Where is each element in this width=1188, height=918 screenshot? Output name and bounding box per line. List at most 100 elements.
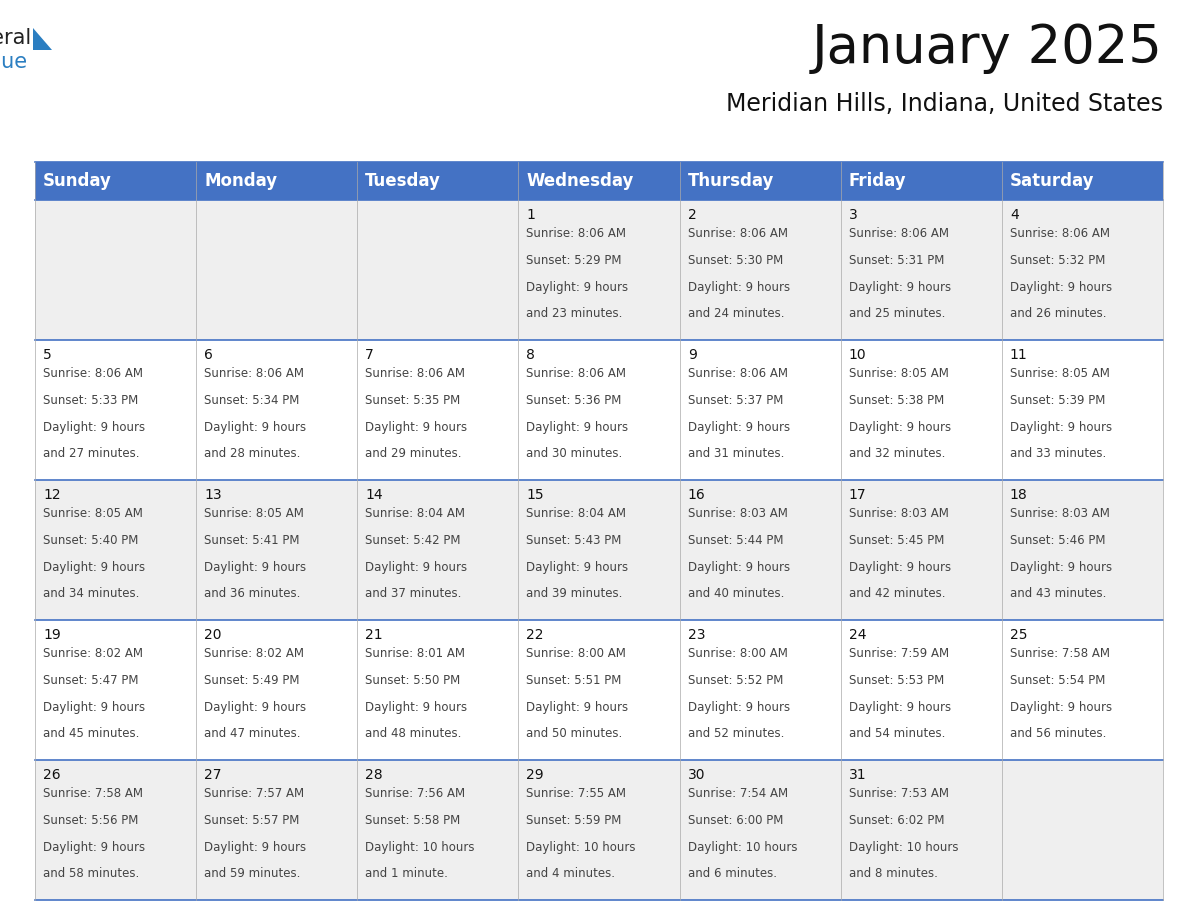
- Text: Sunrise: 8:06 AM: Sunrise: 8:06 AM: [848, 227, 949, 240]
- Text: 31: 31: [848, 768, 866, 782]
- Text: Sunrise: 8:02 AM: Sunrise: 8:02 AM: [43, 647, 143, 660]
- Text: and 40 minutes.: and 40 minutes.: [688, 588, 784, 600]
- Text: Daylight: 10 hours: Daylight: 10 hours: [366, 841, 475, 854]
- Text: Sunrise: 7:57 AM: Sunrise: 7:57 AM: [204, 787, 304, 800]
- Text: Sunset: 5:45 PM: Sunset: 5:45 PM: [848, 533, 944, 547]
- Text: Daylight: 9 hours: Daylight: 9 hours: [848, 281, 950, 294]
- Text: Daylight: 9 hours: Daylight: 9 hours: [1010, 420, 1112, 433]
- Bar: [518, 480, 680, 620]
- Bar: [680, 480, 841, 620]
- Bar: [680, 162, 841, 200]
- Text: Daylight: 10 hours: Daylight: 10 hours: [688, 841, 797, 854]
- Text: Sunrise: 7:56 AM: Sunrise: 7:56 AM: [366, 787, 466, 800]
- Text: and 30 minutes.: and 30 minutes.: [526, 447, 623, 460]
- Bar: [34, 480, 196, 620]
- Text: 21: 21: [366, 629, 383, 643]
- Bar: [841, 200, 1001, 340]
- Bar: [1001, 162, 1163, 200]
- Text: Thursday: Thursday: [688, 172, 775, 190]
- Text: Daylight: 9 hours: Daylight: 9 hours: [688, 561, 790, 574]
- Bar: [358, 200, 518, 340]
- Text: Sunset: 5:53 PM: Sunset: 5:53 PM: [848, 674, 944, 687]
- Text: Daylight: 9 hours: Daylight: 9 hours: [526, 420, 628, 433]
- Text: Sunset: 5:42 PM: Sunset: 5:42 PM: [366, 533, 461, 547]
- Text: Sunrise: 8:06 AM: Sunrise: 8:06 AM: [688, 367, 788, 380]
- Text: Sunrise: 8:05 AM: Sunrise: 8:05 AM: [43, 507, 143, 520]
- Text: Sunset: 5:40 PM: Sunset: 5:40 PM: [43, 533, 139, 547]
- Text: Sunset: 5:52 PM: Sunset: 5:52 PM: [688, 674, 783, 687]
- Text: Sunset: 5:36 PM: Sunset: 5:36 PM: [526, 394, 621, 407]
- Text: 1: 1: [526, 208, 536, 222]
- Text: 15: 15: [526, 488, 544, 502]
- Text: Sunset: 5:46 PM: Sunset: 5:46 PM: [1010, 533, 1105, 547]
- Text: and 59 minutes.: and 59 minutes.: [204, 868, 301, 880]
- Text: Sunset: 5:50 PM: Sunset: 5:50 PM: [366, 674, 461, 687]
- Text: Sunrise: 7:54 AM: Sunrise: 7:54 AM: [688, 787, 788, 800]
- Text: Sunrise: 8:01 AM: Sunrise: 8:01 AM: [366, 647, 466, 660]
- Text: Sunrise: 8:05 AM: Sunrise: 8:05 AM: [204, 507, 304, 520]
- Text: and 24 minutes.: and 24 minutes.: [688, 308, 784, 320]
- Text: Sunset: 5:29 PM: Sunset: 5:29 PM: [526, 253, 623, 267]
- Text: and 48 minutes.: and 48 minutes.: [366, 727, 462, 740]
- Text: and 43 minutes.: and 43 minutes.: [1010, 588, 1106, 600]
- Text: Daylight: 10 hours: Daylight: 10 hours: [848, 841, 959, 854]
- Text: Sunrise: 8:06 AM: Sunrise: 8:06 AM: [526, 367, 626, 380]
- Bar: [1001, 340, 1163, 480]
- Text: Sunrise: 8:03 AM: Sunrise: 8:03 AM: [1010, 507, 1110, 520]
- Text: Sunrise: 8:05 AM: Sunrise: 8:05 AM: [848, 367, 949, 380]
- Text: 29: 29: [526, 768, 544, 782]
- Text: and 8 minutes.: and 8 minutes.: [848, 868, 937, 880]
- Text: and 26 minutes.: and 26 minutes.: [1010, 308, 1106, 320]
- Text: Sunrise: 8:06 AM: Sunrise: 8:06 AM: [366, 367, 466, 380]
- Text: Sunset: 5:41 PM: Sunset: 5:41 PM: [204, 533, 299, 547]
- Text: Sunrise: 8:06 AM: Sunrise: 8:06 AM: [688, 227, 788, 240]
- Text: Sunset: 5:33 PM: Sunset: 5:33 PM: [43, 394, 138, 407]
- Text: Sunrise: 8:06 AM: Sunrise: 8:06 AM: [204, 367, 304, 380]
- Bar: [680, 340, 841, 480]
- Text: 2: 2: [688, 208, 696, 222]
- Text: 26: 26: [43, 768, 61, 782]
- Text: and 37 minutes.: and 37 minutes.: [366, 588, 462, 600]
- Text: January 2025: January 2025: [813, 22, 1163, 74]
- Text: Sunrise: 7:53 AM: Sunrise: 7:53 AM: [848, 787, 949, 800]
- Text: Sunset: 5:38 PM: Sunset: 5:38 PM: [848, 394, 944, 407]
- Text: Friday: Friday: [848, 172, 906, 190]
- Bar: [518, 760, 680, 900]
- Text: and 39 minutes.: and 39 minutes.: [526, 588, 623, 600]
- Text: Daylight: 9 hours: Daylight: 9 hours: [366, 561, 467, 574]
- Text: and 29 minutes.: and 29 minutes.: [366, 447, 462, 460]
- Text: 9: 9: [688, 349, 696, 363]
- Text: Sunrise: 8:00 AM: Sunrise: 8:00 AM: [688, 647, 788, 660]
- Text: Sunrise: 8:04 AM: Sunrise: 8:04 AM: [366, 507, 466, 520]
- Bar: [680, 760, 841, 900]
- Text: and 52 minutes.: and 52 minutes.: [688, 727, 784, 740]
- Bar: [358, 162, 518, 200]
- Text: 3: 3: [848, 208, 858, 222]
- Text: Blue: Blue: [0, 52, 27, 72]
- Text: Saturday: Saturday: [1010, 172, 1094, 190]
- Text: 18: 18: [1010, 488, 1028, 502]
- Text: 10: 10: [848, 349, 866, 363]
- Text: and 31 minutes.: and 31 minutes.: [688, 447, 784, 460]
- Bar: [1001, 480, 1163, 620]
- Bar: [518, 620, 680, 760]
- Text: Daylight: 9 hours: Daylight: 9 hours: [366, 700, 467, 713]
- Text: 11: 11: [1010, 349, 1028, 363]
- Bar: [841, 162, 1001, 200]
- Text: Monday: Monday: [204, 172, 277, 190]
- Text: and 27 minutes.: and 27 minutes.: [43, 447, 139, 460]
- Text: Daylight: 9 hours: Daylight: 9 hours: [848, 561, 950, 574]
- Text: Sunset: 5:34 PM: Sunset: 5:34 PM: [204, 394, 299, 407]
- Text: 12: 12: [43, 488, 61, 502]
- Text: and 34 minutes.: and 34 minutes.: [43, 588, 139, 600]
- Text: Daylight: 9 hours: Daylight: 9 hours: [43, 841, 145, 854]
- Text: Wednesday: Wednesday: [526, 172, 634, 190]
- Text: Daylight: 9 hours: Daylight: 9 hours: [688, 281, 790, 294]
- Bar: [680, 620, 841, 760]
- Text: Sunrise: 8:03 AM: Sunrise: 8:03 AM: [688, 507, 788, 520]
- Bar: [196, 162, 358, 200]
- Text: 13: 13: [204, 488, 222, 502]
- Text: Daylight: 9 hours: Daylight: 9 hours: [204, 420, 307, 433]
- Text: 25: 25: [1010, 629, 1028, 643]
- Text: Daylight: 9 hours: Daylight: 9 hours: [848, 700, 950, 713]
